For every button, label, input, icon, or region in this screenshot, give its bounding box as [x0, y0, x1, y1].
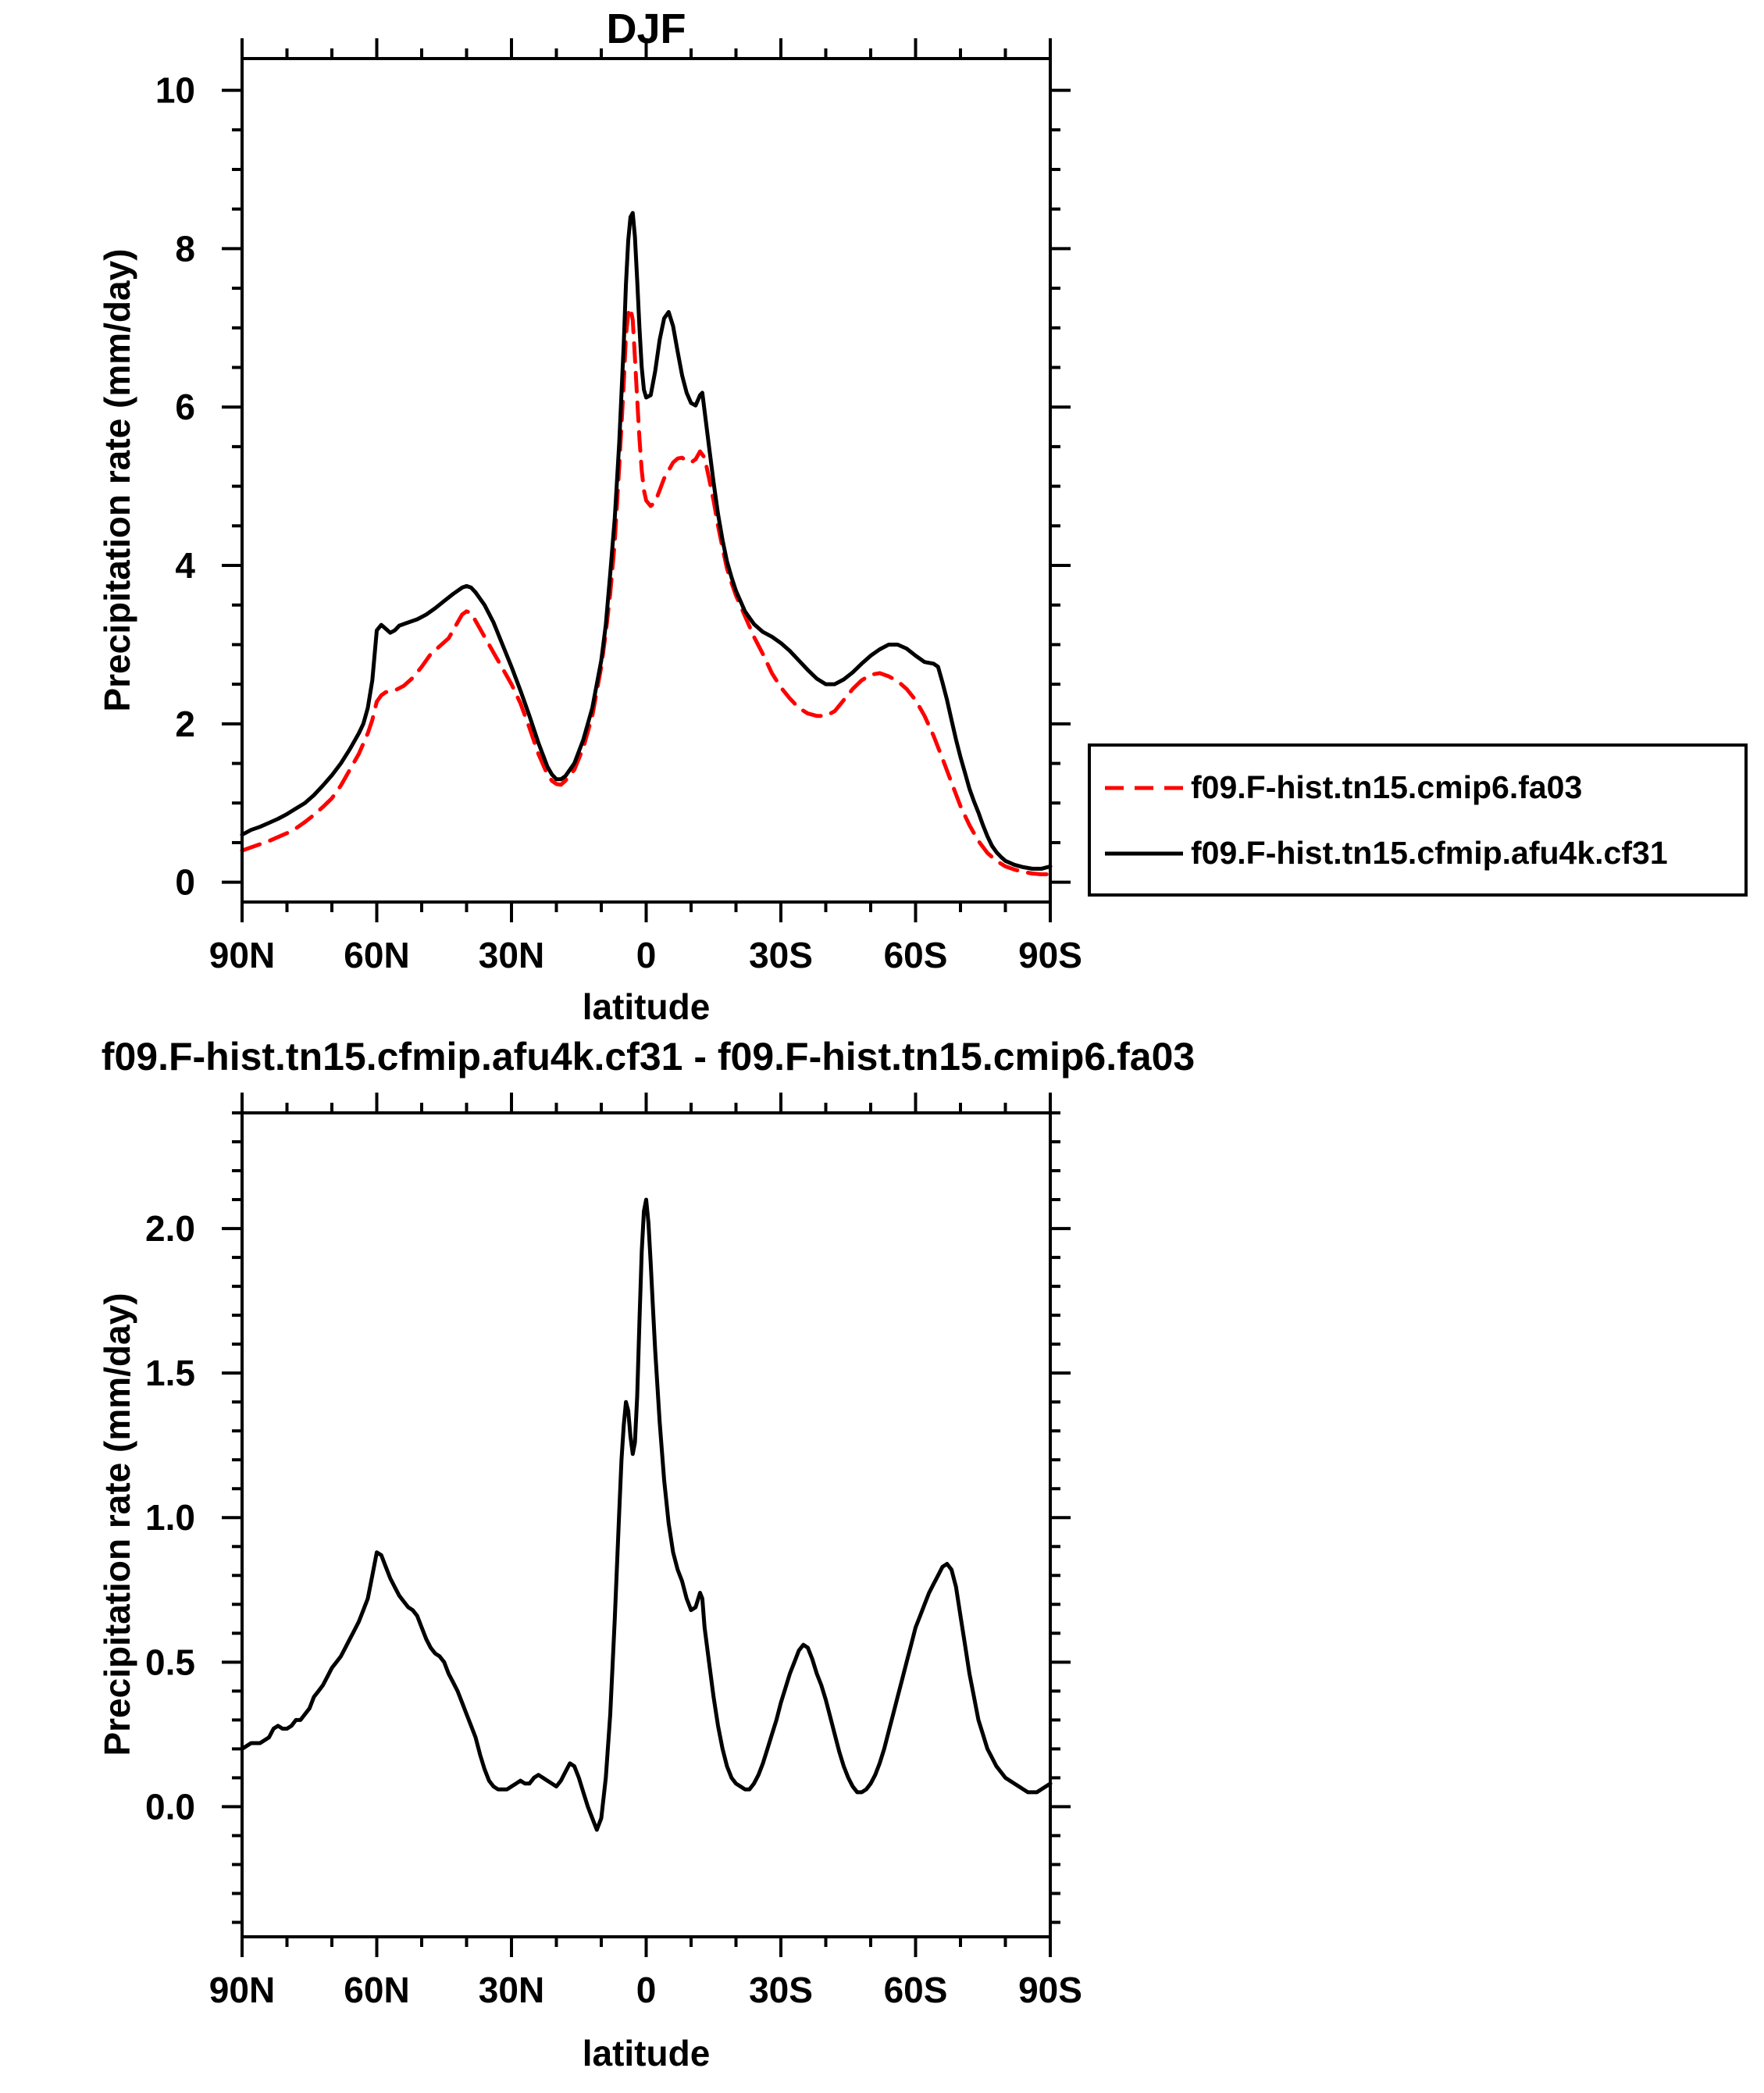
y-tick-label: 0.5: [145, 1642, 195, 1682]
x-axis-label-top: latitude: [582, 986, 711, 1027]
x-tick-label: 60S: [884, 935, 948, 975]
y-tick-label: 0: [175, 862, 195, 903]
series-lines: [240, 1197, 1053, 1832]
x-tick-label: 0: [636, 1970, 657, 2010]
y-tick-label: 6: [175, 387, 195, 427]
legend-entry: f09.F-hist.tn15.cmip6.fa03: [1105, 754, 1744, 820]
solid-line-sample-icon: [1105, 848, 1183, 858]
tick-marks: [222, 1093, 1071, 1957]
djf-plot-canvas: 90N 60N 30N 0 30S 60S 90S 0 2 4 6 8 10: [155, 38, 1082, 975]
series-line-difference: [240, 1197, 1053, 1832]
x-tick-label: 0: [636, 935, 657, 975]
tick-marks: [222, 38, 1071, 922]
legend-label: f09.F-hist.tn15.cfmip.afu4k.cf31: [1191, 834, 1668, 871]
x-tick-label: 90N: [209, 1970, 275, 2010]
x-tick-label: 30S: [749, 1970, 813, 2010]
plot-frame: [241, 1111, 1052, 1938]
y-tick-label: 10: [155, 70, 195, 111]
series-line-f09.F-hist.tn15.cfmip.afu4k.cf31: [240, 211, 1053, 871]
x-tick-label: 90S: [1018, 1970, 1082, 2010]
y-tick-label: 4: [175, 545, 195, 586]
legend-label: f09.F-hist.tn15.cmip6.fa03: [1191, 768, 1583, 805]
difference-plot-canvas: 90N 60N 30N 0 30S 60S 90S 0.0 0.5 1.0 1.5 2.0: [145, 1093, 1082, 2010]
legend-entry: f09.F-hist.tn15.cfmip.afu4k.cf31: [1105, 820, 1744, 886]
y-tick-label: 1.0: [145, 1497, 195, 1538]
tick-labels: 90N 60N 30N 0 30S 60S 90S 0.0 0.5 1.0 1.5 2.0: [145, 1208, 1082, 2010]
y-tick-label: 2: [175, 704, 195, 744]
tick-labels: 90N 60N 30N 0 30S 60S 90S 0 2 4 6 8 10: [155, 70, 1082, 975]
x-tick-label: 30N: [479, 1970, 544, 2010]
x-tick-label: 30S: [749, 935, 813, 975]
x-tick-label: 90S: [1018, 935, 1082, 975]
y-tick-label: 1.5: [145, 1353, 195, 1393]
y-tick-label: 0.0: [145, 1786, 195, 1827]
y-tick-label: 8: [175, 228, 195, 269]
difference-precipitation-chart: f09.F-hist.tn15.cfmip.afu4k.cf31 - f09.F…: [0, 1031, 1764, 2093]
x-axis-label-bottom: latitude: [582, 2033, 711, 2073]
legend-box: f09.F-hist.tn15.cmip6.fa03 f09.F-hist.tn1…: [1088, 743, 1748, 897]
series-line-f09.F-hist.tn15.cmip6.fa03: [240, 305, 1053, 876]
x-tick-label: 90N: [209, 935, 275, 975]
x-tick-label: 60N: [344, 1970, 409, 2010]
difference-chart-title: f09.F-hist.tn15.cfmip.afu4k.cf31 - f09.F…: [101, 1035, 1196, 1079]
dashed-line-sample-icon: [1105, 783, 1183, 792]
djf-precipitation-chart: DJF Precipitation rate (mm/day) 90N 60N 30…: [0, 0, 1764, 1031]
x-tick-label: 30N: [479, 935, 544, 975]
x-tick-label: 60S: [884, 1970, 948, 2010]
y-tick-label: 2.0: [145, 1208, 195, 1249]
x-tick-label: 60N: [344, 935, 409, 975]
plot-frame: [241, 57, 1052, 904]
series-lines: [240, 211, 1053, 876]
